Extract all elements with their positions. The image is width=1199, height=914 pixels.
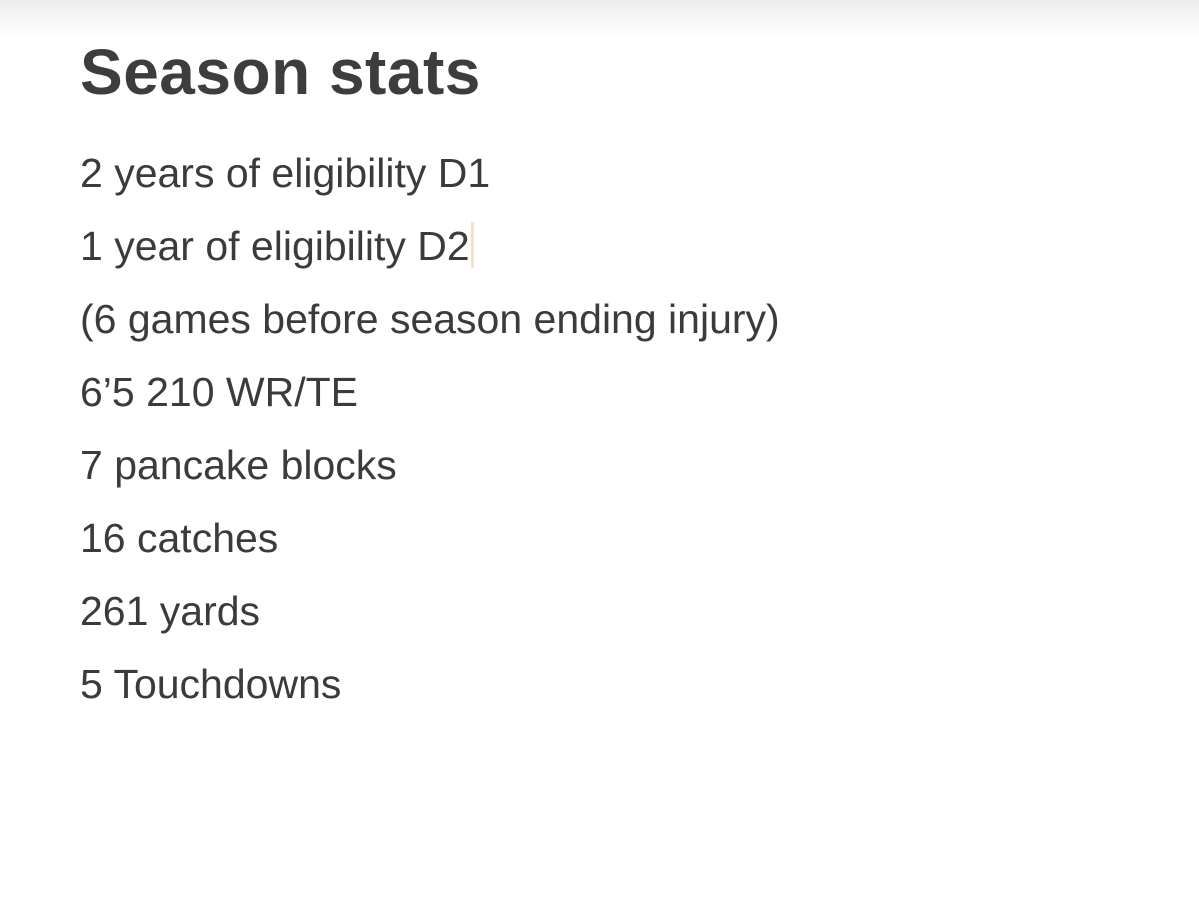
text-cursor (470, 222, 474, 268)
note-line-eligibility-d2[interactable]: 1 year of eligibility D2 (80, 210, 1160, 283)
note-line-eligibility-d1[interactable]: 2 years of eligibility D1 (80, 150, 491, 196)
note-line-height-weight[interactable]: 6’5 210 WR/TE (80, 369, 358, 415)
note-line-yards[interactable]: 261 yards (80, 588, 261, 634)
note-body[interactable]: 2 years of eligibility D1 1 year of elig… (80, 137, 1160, 721)
note-line-injury[interactable]: (6 games before season ending injury) (80, 296, 780, 342)
note-line-catches[interactable]: 16 catches (80, 515, 279, 561)
note-editor[interactable]: Season stats 2 years of eligibility D1 1… (80, 30, 1160, 721)
note-line-touchdowns[interactable]: 5 Touchdowns (80, 661, 342, 707)
note-line-pancake-blocks[interactable]: 7 pancake blocks (80, 442, 397, 488)
note-line-eligibility-d2-text: 1 year of eligibility D2 (80, 223, 470, 269)
note-title[interactable]: Season stats (80, 36, 481, 108)
